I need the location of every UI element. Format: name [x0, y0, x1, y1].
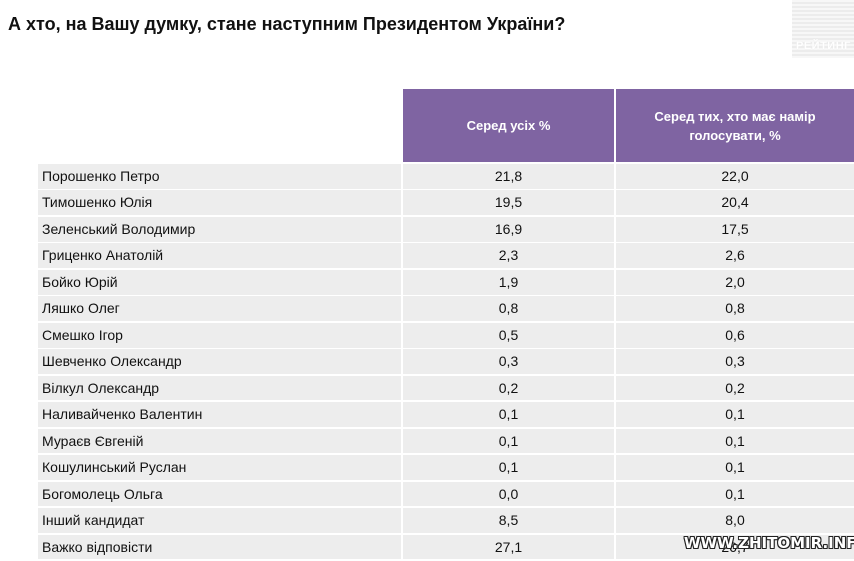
value-voters: 26,7 — [616, 534, 854, 560]
value-all: 0,1 — [403, 402, 614, 427]
candidate-name: Наливайченко Валентин — [38, 402, 401, 427]
table-row: Порошенко Петро 21,8 22,0 — [38, 164, 854, 189]
rating-logo: РЕЙТИНГ — [792, 0, 854, 58]
candidate-name: Порошенко Петро — [38, 164, 401, 189]
column-header-voters: Серед тих, хто має намір голосувати, % — [616, 89, 854, 162]
table-row: Важко відповісти 27,1 26,7 — [38, 534, 854, 560]
value-voters: 0,1 — [616, 481, 854, 507]
candidate-name: Зеленський Володимир — [38, 216, 401, 242]
candidate-name: Смешко Ігор — [38, 322, 401, 348]
table-row: Гриценко Анатолій 2,3 2,6 — [38, 243, 854, 269]
table-row: Ляшко Олег 0,8 0,8 — [38, 296, 854, 322]
candidate-name: Інший кандидат — [38, 508, 401, 533]
value-all: 27,1 — [403, 534, 614, 560]
candidate-name: Шевченко Олександр — [38, 349, 401, 374]
table-row: Бойко Юрій 1,9 2,0 — [38, 269, 854, 295]
column-header-all: Серед усіх % — [403, 89, 614, 162]
value-all: 21,8 — [403, 164, 614, 189]
candidate-name: Важко відповісти — [38, 534, 401, 560]
value-voters: 8,0 — [616, 508, 854, 533]
value-voters: 0,1 — [616, 455, 854, 480]
value-all: 0,5 — [403, 322, 614, 348]
candidate-name: Мураєв Євгеній — [38, 428, 401, 454]
value-voters: 0,3 — [616, 349, 854, 374]
table-row: Смешко Ігор 0,5 0,6 — [38, 322, 854, 348]
value-all: 0,1 — [403, 428, 614, 454]
value-all: 0,0 — [403, 481, 614, 507]
value-voters: 0,6 — [616, 322, 854, 348]
value-voters: 0,8 — [616, 296, 854, 322]
table-row: Мураєв Євгеній 0,1 0,1 — [38, 428, 854, 454]
table-row: Богомолець Ольга 0,0 0,1 — [38, 481, 854, 507]
value-voters: 0,2 — [616, 375, 854, 401]
candidate-name: Ляшко Олег — [38, 296, 401, 322]
candidate-name: Тимошенко Юлія — [38, 190, 401, 216]
table-row: Кошулинський Руслан 0,1 0,1 — [38, 455, 854, 480]
value-all: 0,8 — [403, 296, 614, 322]
value-voters: 2,6 — [616, 243, 854, 269]
value-all: 0,3 — [403, 349, 614, 374]
value-voters: 22,0 — [616, 164, 854, 189]
value-all: 2,3 — [403, 243, 614, 269]
value-voters: 0,1 — [616, 402, 854, 427]
table-row: Вілкул Олександр 0,2 0,2 — [38, 375, 854, 401]
candidate-name: Бойко Юрій — [38, 269, 401, 295]
candidate-name: Богомолець Ольга — [38, 481, 401, 507]
table-row: Інший кандидат 8,5 8,0 — [38, 508, 854, 533]
results-table: Порошенко Петро 21,8 22,0 Тимошенко Юлія 19,… — [38, 164, 854, 561]
site-watermark: WWW.ZHITOMIR.INFO — [684, 534, 854, 552]
table-row: Шевченко Олександр 0,3 0,3 — [38, 349, 854, 374]
table-row: Тимошенко Юлія 19,5 20,4 — [38, 190, 854, 216]
table-row: Зеленський Володимир 16,9 17,5 — [38, 216, 854, 242]
page-title: А хто, на Вашу думку, стане наступним Пр… — [8, 14, 566, 34]
value-all: 0,1 — [403, 455, 614, 480]
value-all: 8,5 — [403, 508, 614, 533]
value-voters: 17,5 — [616, 216, 854, 242]
value-voters: 0,1 — [616, 428, 854, 454]
value-voters: 2,0 — [616, 269, 854, 295]
value-all: 0,2 — [403, 375, 614, 401]
value-all: 16,9 — [403, 216, 614, 242]
logo-text: РЕЙТИНГ — [796, 40, 851, 52]
candidate-name: Вілкул Олександр — [38, 375, 401, 401]
candidate-name: Гриценко Анатолій — [38, 243, 401, 269]
value-all: 1,9 — [403, 269, 614, 295]
value-all: 19,5 — [403, 190, 614, 216]
table-row: Наливайченко Валентин 0,1 0,1 — [38, 402, 854, 427]
value-voters: 20,4 — [616, 190, 854, 216]
candidate-name: Кошулинський Руслан — [38, 455, 401, 480]
